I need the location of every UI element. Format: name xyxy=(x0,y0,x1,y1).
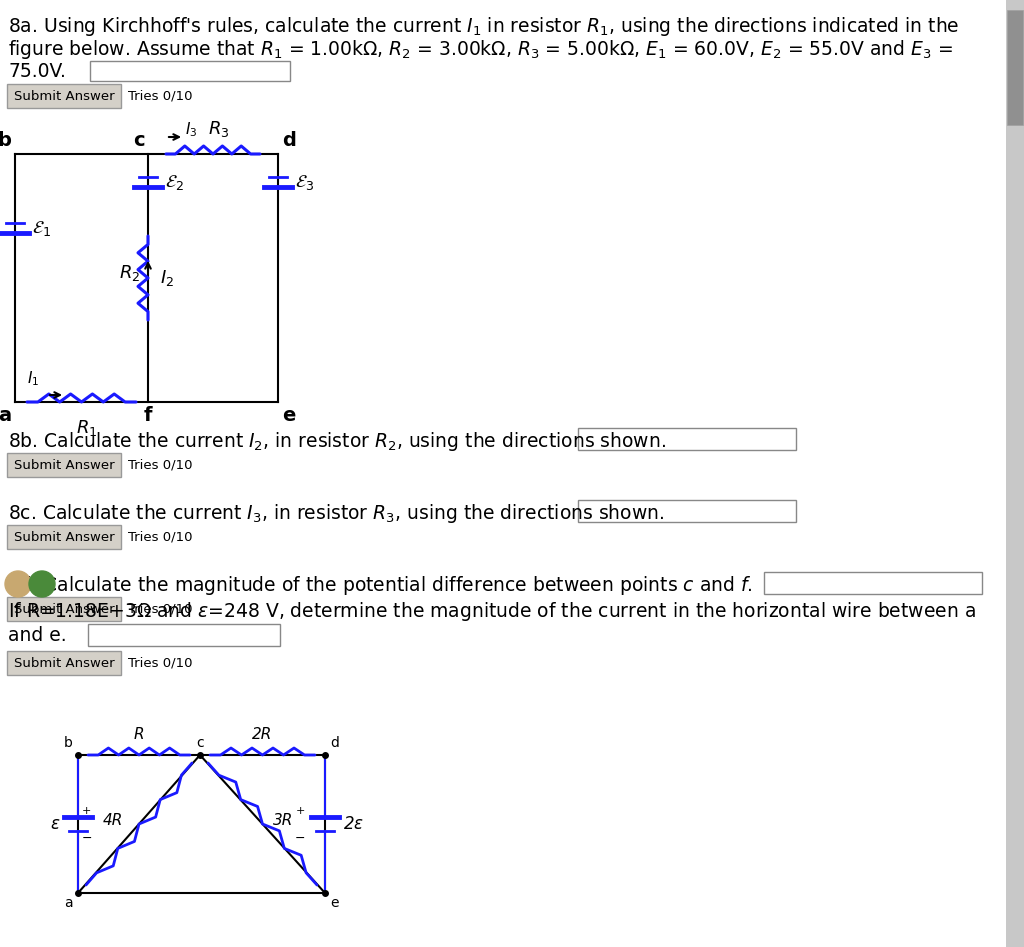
Text: +: + xyxy=(296,806,305,816)
Text: $I_3$: $I_3$ xyxy=(184,120,198,139)
FancyBboxPatch shape xyxy=(7,651,121,675)
Text: 75.0V.: 75.0V. xyxy=(8,62,66,81)
Text: c: c xyxy=(197,736,204,750)
Text: −: − xyxy=(82,832,92,845)
FancyBboxPatch shape xyxy=(578,428,796,450)
FancyBboxPatch shape xyxy=(764,572,982,594)
Text: Tries 0/10: Tries 0/10 xyxy=(128,90,193,102)
FancyBboxPatch shape xyxy=(7,525,121,549)
Text: figure below. Assume that $R_1$ = 1.00k$\Omega$, $R_2$ = 3.00k$\Omega$, $R_3$ = : figure below. Assume that $R_1$ = 1.00k$… xyxy=(8,38,953,61)
Circle shape xyxy=(29,571,55,597)
Text: Tries 0/10: Tries 0/10 xyxy=(128,602,193,616)
Text: Submit Answer: Submit Answer xyxy=(13,602,115,616)
Text: R: R xyxy=(134,727,144,742)
Circle shape xyxy=(5,571,31,597)
Text: 4R: 4R xyxy=(102,813,123,828)
Text: $\mathcal{E}_3$: $\mathcal{E}_3$ xyxy=(295,172,314,191)
Text: Submit Answer: Submit Answer xyxy=(13,90,115,102)
Text: If R=1.18E+3$\Omega$ and $\varepsilon$=248 V, determine the magnitude of the cur: If R=1.18E+3$\Omega$ and $\varepsilon$=2… xyxy=(8,600,976,623)
FancyBboxPatch shape xyxy=(1007,10,1023,125)
Text: $I_2$: $I_2$ xyxy=(160,268,174,288)
FancyBboxPatch shape xyxy=(88,624,280,646)
Text: 2$\varepsilon$: 2$\varepsilon$ xyxy=(343,815,364,833)
Text: 8d. Calculate the magnitude of the potential difference between points $c$ and $: 8d. Calculate the magnitude of the poten… xyxy=(8,574,753,597)
Text: f: f xyxy=(143,406,153,425)
Text: $\mathcal{E}_2$: $\mathcal{E}_2$ xyxy=(165,172,184,191)
Text: $I_1$: $I_1$ xyxy=(27,369,39,388)
Text: d: d xyxy=(330,736,339,750)
Text: $R_3$: $R_3$ xyxy=(208,119,229,139)
FancyBboxPatch shape xyxy=(578,500,796,522)
FancyBboxPatch shape xyxy=(7,597,121,621)
Text: 8a. Using Kirchhoff's rules, calculate the current $I_1$ in resistor $R_1$, usin: 8a. Using Kirchhoff's rules, calculate t… xyxy=(8,15,959,38)
FancyBboxPatch shape xyxy=(7,84,121,108)
Text: Submit Answer: Submit Answer xyxy=(13,530,115,544)
Text: e: e xyxy=(282,406,295,425)
Text: a: a xyxy=(0,406,11,425)
Text: e: e xyxy=(330,896,339,910)
Text: 8c. Calculate the current $I_3$, in resistor $R_3$, using the directions shown.: 8c. Calculate the current $I_3$, in resi… xyxy=(8,502,665,525)
Text: $\varepsilon$: $\varepsilon$ xyxy=(49,815,60,833)
Text: and e.: and e. xyxy=(8,626,67,645)
Text: +: + xyxy=(82,806,91,816)
Text: $R_2$: $R_2$ xyxy=(119,263,140,283)
Text: 2R: 2R xyxy=(252,727,272,742)
Text: Tries 0/10: Tries 0/10 xyxy=(128,530,193,544)
FancyBboxPatch shape xyxy=(90,61,290,81)
Text: Submit Answer: Submit Answer xyxy=(13,458,115,472)
Text: $\mathcal{E}_1$: $\mathcal{E}_1$ xyxy=(32,219,51,238)
Text: Tries 0/10: Tries 0/10 xyxy=(128,656,193,670)
FancyBboxPatch shape xyxy=(1006,0,1024,947)
Text: $R_1$: $R_1$ xyxy=(76,418,97,438)
Text: Submit Answer: Submit Answer xyxy=(13,656,115,670)
Text: a: a xyxy=(65,896,73,910)
Text: 8b. Calculate the current $I_2$, in resistor $R_2$, using the directions shown.: 8b. Calculate the current $I_2$, in resi… xyxy=(8,430,666,453)
Text: d: d xyxy=(282,131,296,150)
FancyBboxPatch shape xyxy=(7,453,121,477)
Text: −: − xyxy=(295,832,305,845)
Text: b: b xyxy=(65,736,73,750)
Text: Tries 0/10: Tries 0/10 xyxy=(128,458,193,472)
Text: 3R: 3R xyxy=(272,813,293,828)
Text: b: b xyxy=(0,131,11,150)
Text: c: c xyxy=(133,131,145,150)
